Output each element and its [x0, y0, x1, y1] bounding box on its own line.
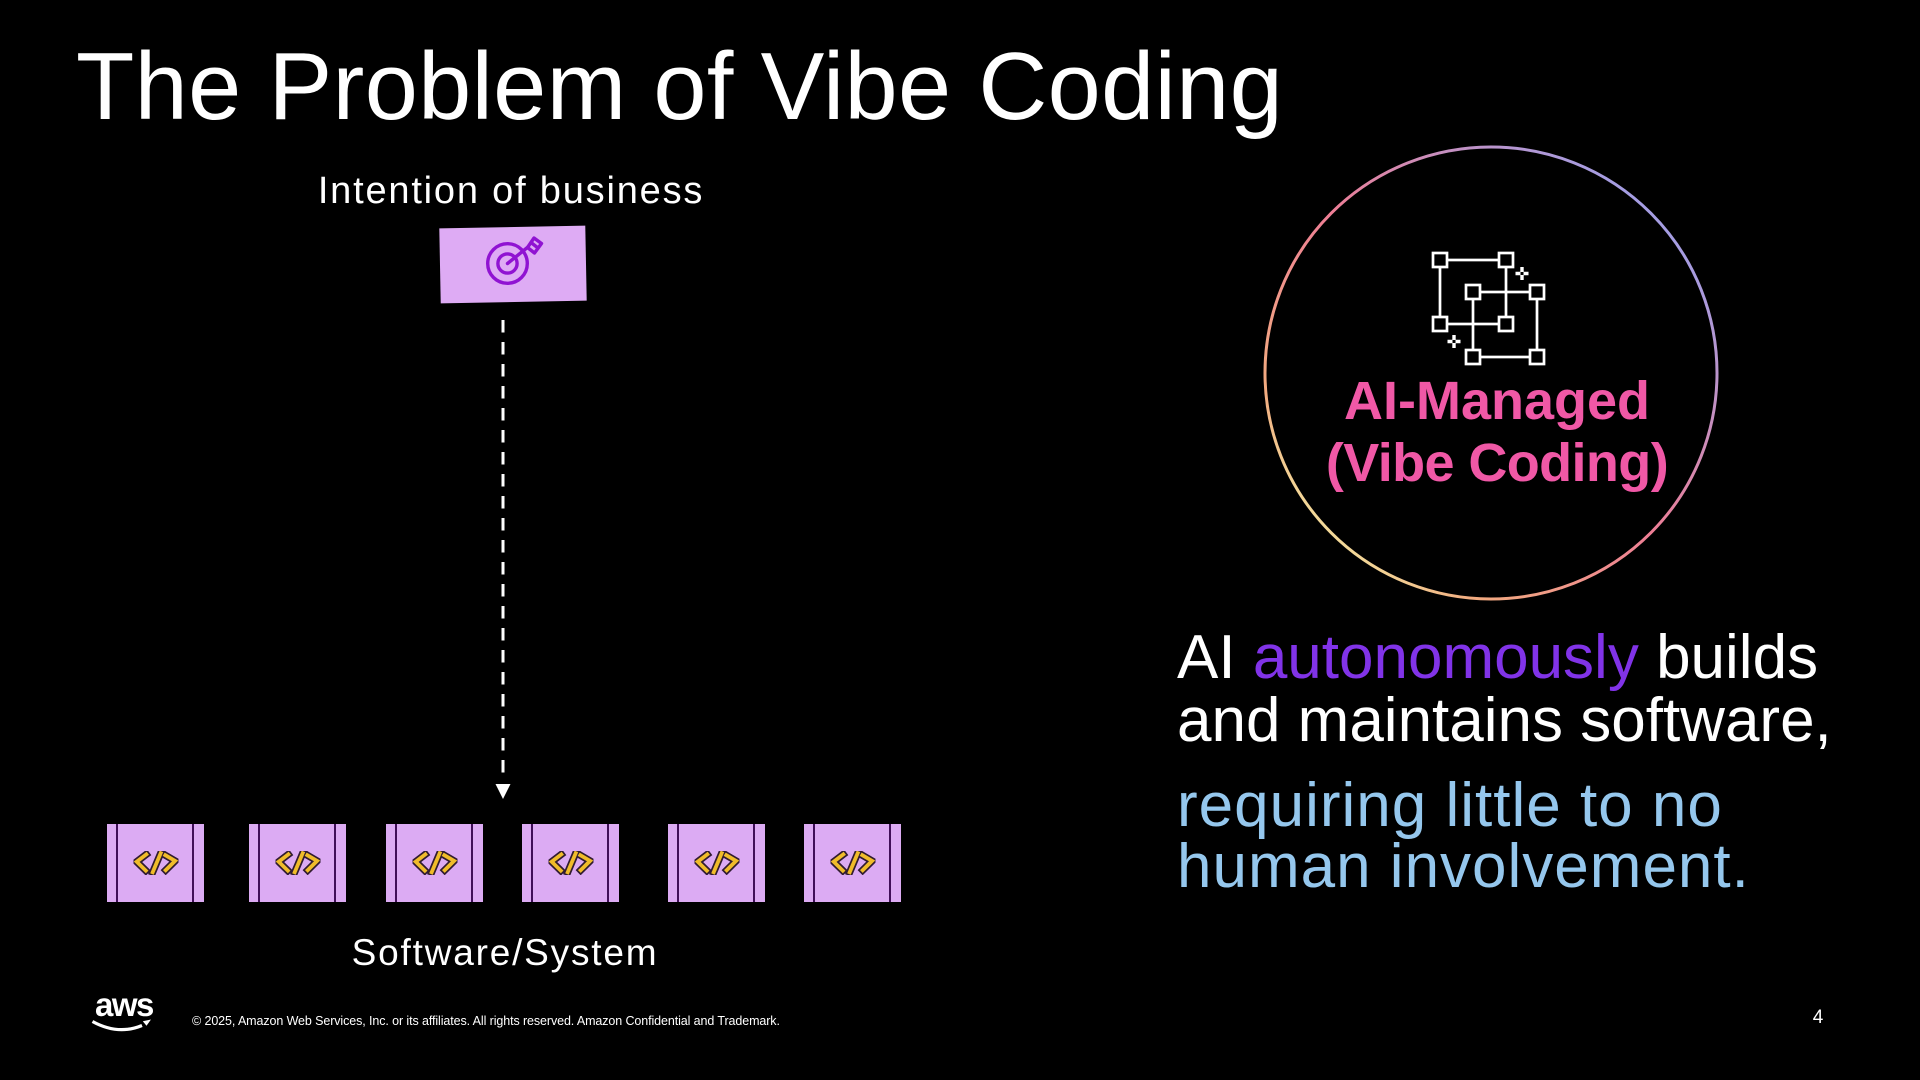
svg-text:aws: aws — [95, 992, 153, 1023]
